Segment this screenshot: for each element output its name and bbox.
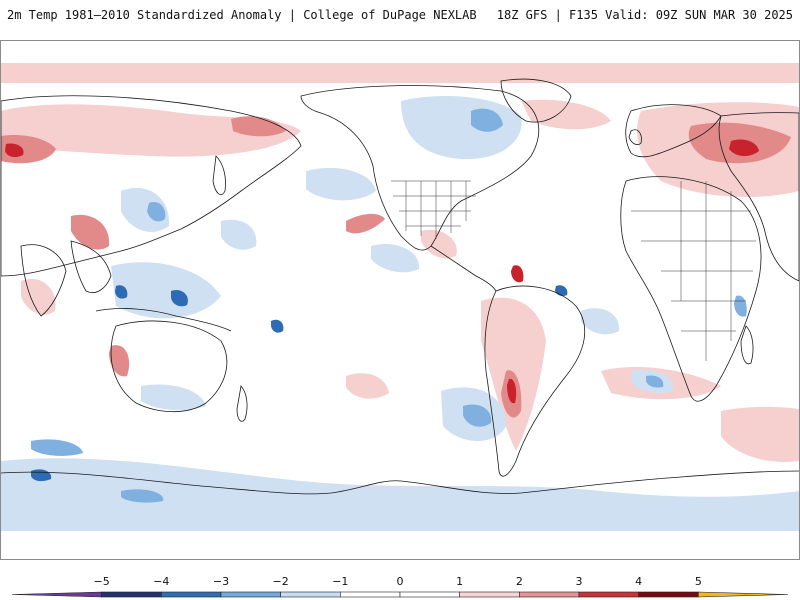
africa-country-borders [631, 181, 756, 361]
colorbar-bin [161, 591, 222, 598]
africa-outline [620, 176, 762, 402]
southern-ocean-warm-east [721, 406, 799, 462]
colorbar-under-triangle [11, 591, 102, 598]
anomaly-map[interactable] [0, 40, 800, 560]
europe-outline [625, 104, 722, 158]
india-outline [20, 244, 67, 317]
run-valid-time: 18Z GFS | F135 Valid: 09Z SUN MAR 30 202… [496, 8, 793, 22]
central-america-warm-core [511, 265, 524, 283]
colorbar-tick-label: −1 [332, 575, 348, 588]
maritime-cool-core-2 [171, 289, 188, 307]
colorbar-tick-label: 3 [576, 575, 583, 588]
north-pacific-warm [346, 213, 385, 234]
andes-warm-core [507, 378, 517, 404]
product-title: 2m Temp 1981–2010 Standardized Anomaly |… [7, 8, 477, 22]
east-siberia-warm [231, 116, 286, 137]
north-pacific-cool [306, 167, 376, 201]
asia-outline [1, 95, 302, 277]
coastline-layer [1, 78, 799, 495]
north-atlantic-warm [521, 99, 611, 130]
world-map-svg [1, 63, 799, 531]
australia-south-cool [141, 384, 206, 411]
uk-outline [628, 129, 642, 145]
russia-warm-core [729, 139, 759, 157]
colorbar-bin [519, 591, 580, 598]
east-pacific-warm [421, 229, 457, 259]
colorbar-tick-label: −2 [273, 575, 289, 588]
colorbar-tick-label: 0 [397, 575, 404, 588]
east-asia-cool-strong [147, 201, 166, 222]
colorbar-bin [638, 591, 699, 598]
southern-ocean-cool-band [1, 458, 799, 531]
colorbar-bin [280, 591, 341, 598]
colorbar-bin [340, 591, 401, 598]
maritime-cool-core-1 [115, 285, 128, 299]
south-pacific-warm [346, 373, 389, 399]
antarctica-outline [1, 470, 799, 495]
new-zealand-outline [236, 385, 248, 422]
us-state-borders [391, 180, 476, 239]
central-america-outline [430, 245, 497, 292]
australia-outline [110, 320, 228, 413]
colorbar-over-triangle [698, 591, 789, 598]
canada-cool-strong [471, 108, 503, 132]
cool-anomaly-layer [1, 96, 799, 531]
south-pacific-cool-strong [463, 404, 492, 427]
colorbar-bin [578, 591, 639, 598]
colorbar-tick-label: 4 [635, 575, 642, 588]
arctic-warm-band [1, 63, 799, 83]
maritime-continent-cool [111, 262, 221, 319]
colorbar-tick-label: 1 [456, 575, 463, 588]
southeast-asia-outline [70, 240, 112, 293]
greenland-outline [500, 78, 572, 123]
south-indian-cool-strong [646, 375, 664, 388]
colorbar-tick-label: −5 [94, 575, 110, 588]
asia-east-outline [718, 112, 799, 282]
anomaly-colorbar: −5 −4 −3 −2 −1 0 1 2 3 4 5 [0, 572, 800, 600]
siberia-warm-region [1, 104, 301, 157]
west-pacific-cool [221, 219, 257, 250]
australia-west-warm [109, 345, 130, 377]
colorbar-svg: −5 −4 −3 −2 −1 0 1 2 3 4 5 [11, 575, 789, 598]
colorbar-tick-label: 2 [516, 575, 523, 588]
west-asia-warm-core [5, 143, 24, 158]
map-header: 2m Temp 1981–2010 Standardized Anomaly |… [0, 0, 800, 30]
colorbar-tick-label: −3 [213, 575, 229, 588]
japan-outline [212, 155, 226, 195]
colorbar-bin [459, 591, 520, 598]
indonesia-islands-outline [95, 308, 232, 332]
southern-ocean-cool-strong-2 [121, 489, 164, 503]
canada-cool-region [401, 96, 522, 160]
colorbar-bin [399, 591, 460, 598]
colorbar-bin [101, 591, 162, 598]
southern-ocean-cool-strong-1 [31, 439, 83, 456]
west-pacific-cool-core-2 [271, 319, 284, 333]
madagascar-outline [740, 325, 754, 365]
amazon-cool-core [555, 285, 568, 297]
colorbar-bin [220, 591, 281, 598]
central-pacific-cool [371, 243, 420, 273]
colorbar-tick-label: −4 [153, 575, 169, 588]
indonesia-warm [71, 214, 110, 250]
india-warm [21, 278, 56, 315]
colorbar-tick-label: 5 [695, 575, 702, 588]
atlantic-cool [581, 308, 620, 335]
east-africa-cool [734, 295, 747, 317]
warm-anomaly-layer [1, 63, 799, 511]
north-america-outline [300, 85, 540, 251]
south-america-outline [484, 285, 586, 477]
